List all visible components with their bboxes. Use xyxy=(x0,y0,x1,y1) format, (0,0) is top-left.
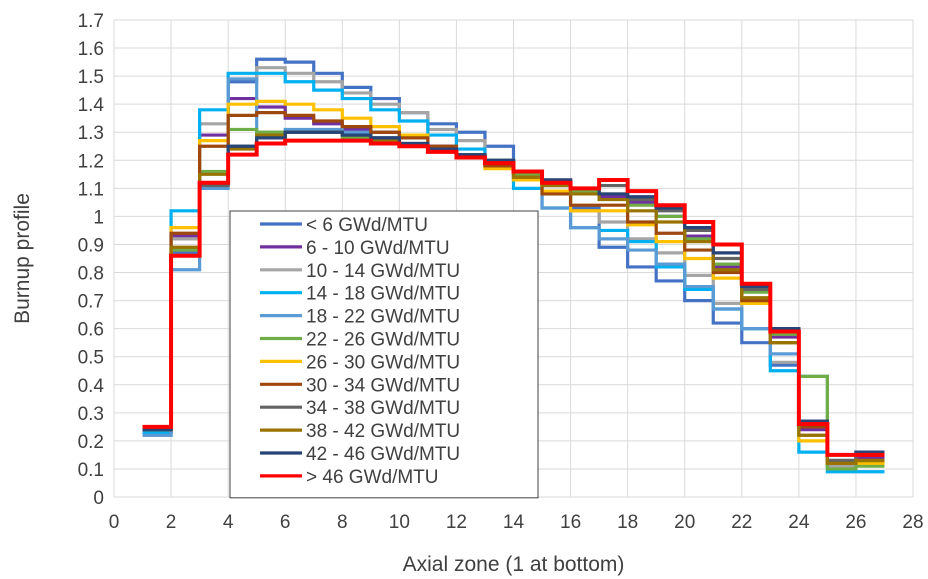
y-tick-label: 0.3 xyxy=(78,404,104,425)
x-tick-label: 8 xyxy=(337,512,348,533)
y-tick-label: 1 xyxy=(93,207,104,228)
legend-label: 26 - 30 GWd/MTU xyxy=(306,352,460,373)
legend-label: > 46 GWd/MTU xyxy=(306,467,439,488)
y-tick-label: 0.8 xyxy=(78,264,104,285)
y-tick-label: 1.7 xyxy=(78,11,104,32)
x-tick-label: 20 xyxy=(674,512,695,533)
x-tick-label: 28 xyxy=(902,512,923,533)
legend-label: 14 - 18 GWd/MTU xyxy=(306,284,460,305)
legend-label: 6 - 10 GWd/MTU xyxy=(306,238,450,259)
y-tick-label: 0.2 xyxy=(78,432,104,453)
x-tick-label: 6 xyxy=(280,512,291,533)
legend-box xyxy=(229,210,539,499)
x-tick-label: 4 xyxy=(223,512,234,533)
legend-label: 38 - 42 GWd/MTU xyxy=(306,421,460,442)
y-tick-label: 0.7 xyxy=(78,292,104,313)
y-tick-label: 0.6 xyxy=(78,320,104,341)
x-tick-label: 22 xyxy=(731,512,752,533)
legend-label: 34 - 38 GWd/MTU xyxy=(306,398,460,419)
y-tick-label: 0 xyxy=(93,488,104,509)
x-tick-label: 26 xyxy=(845,512,866,533)
y-tick-label: 1.1 xyxy=(78,179,104,200)
series-line-12 xyxy=(142,138,885,457)
legend-label: 42 - 46 GWd/MTU xyxy=(306,444,460,465)
legend-label: < 6 GWd/MTU xyxy=(306,215,428,236)
legend-label: 30 - 34 GWd/MTU xyxy=(306,375,460,396)
x-tick-label: 24 xyxy=(788,512,810,533)
x-axis-title: Axial zone (1 at bottom) xyxy=(403,553,625,576)
x-tick-label: 14 xyxy=(503,512,525,533)
x-tick-label: 10 xyxy=(389,512,410,533)
y-tick-label: 1.6 xyxy=(78,39,104,60)
x-tick-label: 16 xyxy=(560,512,581,533)
y-tick-label: 0.1 xyxy=(78,460,104,481)
series-line-10 xyxy=(142,130,885,465)
legend-label: 22 - 26 GWd/MTU xyxy=(306,330,460,351)
y-tick-label: 1.2 xyxy=(78,151,104,172)
legend-label: 18 - 22 GWd/MTU xyxy=(306,307,460,328)
series-line-6 xyxy=(142,127,885,471)
x-tick-label: 12 xyxy=(446,512,467,533)
legend-label: 10 - 14 GWd/MTU xyxy=(306,261,460,282)
y-tick-label: 0.5 xyxy=(78,348,104,369)
y-tick-label: 1.5 xyxy=(78,67,104,88)
y-tick-label: 1.4 xyxy=(78,95,105,116)
series-lines xyxy=(142,57,885,474)
y-tick-label: 1.3 xyxy=(78,123,104,144)
y-axis-tick-labels: 0 0.1 0.2 0.3 0.4 0.5 0.6 0.7 0.8 0.9 1 1.1 1.2 1.3 1.… xyxy=(78,11,105,509)
x-tick-label: 0 xyxy=(109,512,120,533)
x-tick-label: 18 xyxy=(617,512,638,533)
y-tick-label: 0.9 xyxy=(78,235,104,256)
x-tick-label: 2 xyxy=(166,512,177,533)
x-axis-tick-labels: 0 2 4 6 8 10 12 14 16 18 20 22 24 26 28 xyxy=(109,512,924,533)
y-axis-title: Burnup profile xyxy=(11,193,34,324)
y-tick-label: 0.4 xyxy=(78,376,105,397)
